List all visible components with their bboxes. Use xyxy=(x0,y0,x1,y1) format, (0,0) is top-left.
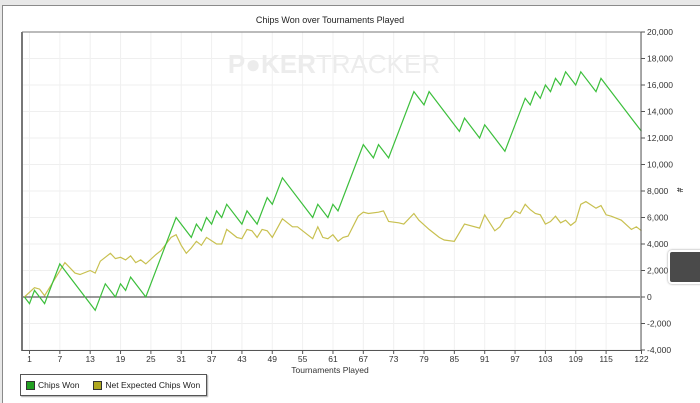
y-tick-label: 2,000 xyxy=(647,266,669,276)
x-ticks: 1 7 13 19 25 31 37 43 49 55 61 67 73 79 85 91 97 103 109 11… xyxy=(27,350,649,364)
x-tick-label: 43 xyxy=(237,354,247,364)
x-tick-label: 115 xyxy=(599,354,613,364)
x-tick-label: 7 xyxy=(57,354,62,364)
y-tick-label: 10,000 xyxy=(647,160,673,170)
x-tick-label: 73 xyxy=(389,354,399,364)
x-tick-label: 1 xyxy=(27,354,32,364)
legend-label: Chips Won xyxy=(38,380,80,390)
x-tick-label: 79 xyxy=(419,354,429,364)
y-tick-label: 18,000 xyxy=(647,54,673,64)
series-line-chips-won xyxy=(23,70,642,312)
y-tick-label: 14,000 xyxy=(647,107,673,117)
y-tick-label: 4,000 xyxy=(647,239,669,249)
series-layer xyxy=(23,70,642,312)
legend-item-net-expected-chips-won[interactable]: Net Expected Chips Won xyxy=(93,380,200,390)
legend-label: Net Expected Chips Won xyxy=(105,380,201,390)
legend-swatch-chips-won xyxy=(26,380,35,390)
x-tick-label: 49 xyxy=(268,354,278,364)
chart-title: Chips Won over Tournaments Played xyxy=(256,15,404,25)
x-tick-label: 61 xyxy=(328,354,338,364)
y-tick-label: -4,000 xyxy=(647,345,671,355)
x-tick-label: 122 xyxy=(634,354,648,364)
y-tick-label: 6,000 xyxy=(647,213,669,223)
legend-item-chips-won[interactable]: Chips Won xyxy=(26,380,79,390)
x-axis-label: Tournaments Played xyxy=(291,365,369,375)
x-tick-label: 31 xyxy=(177,354,187,364)
y-tick-label: 16,000 xyxy=(647,80,673,90)
y-tick-label: 0 xyxy=(647,292,652,302)
x-tick-label: 37 xyxy=(207,354,217,364)
chart-panel xyxy=(2,5,700,403)
x-tick-label: 55 xyxy=(298,354,308,364)
watermark-logo: P●KERTRACKER xyxy=(228,49,440,79)
x-tick-label: 85 xyxy=(450,354,460,364)
side-panel-toggle-button[interactable] xyxy=(668,250,700,284)
x-tick-label: 25 xyxy=(146,354,156,364)
grid xyxy=(22,31,642,351)
y-ticks: -4,000 -2,000 0 2,000 4,000 6,000 8,000 10,000 1… xyxy=(641,27,673,355)
y-tick-label: 20,000 xyxy=(647,27,673,37)
legend-swatch-net-expected xyxy=(93,380,103,390)
series-line-net-expected-chips-won xyxy=(23,200,642,298)
x-tick-label: 13 xyxy=(85,354,95,364)
y-tick-label: 8,000 xyxy=(647,186,669,196)
y-tick-label: 12,000 xyxy=(647,133,673,143)
x-tick-label: 67 xyxy=(359,354,369,364)
x-tick-label: 97 xyxy=(510,354,520,364)
x-tick-label: 109 xyxy=(569,354,583,364)
x-tick-label: 19 xyxy=(116,354,126,364)
x-tick-label: 103 xyxy=(538,354,552,364)
x-tick-label: 91 xyxy=(480,354,490,364)
y-tick-label: -2,000 xyxy=(647,319,671,329)
y-axis-label: # xyxy=(675,188,685,193)
legend: Chips Won Net Expected Chips Won xyxy=(20,374,208,396)
